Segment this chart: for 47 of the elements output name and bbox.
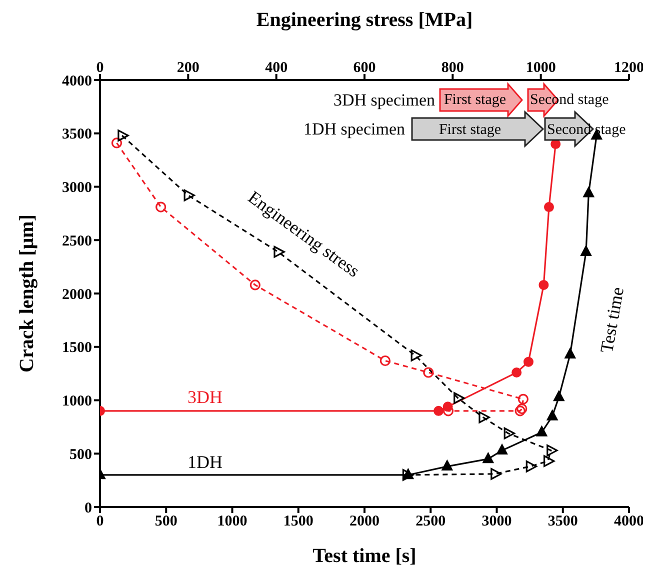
y-tick-label: 1000 [62,394,92,410]
x2-tick-label: 200 [176,60,200,76]
x2-tick-label: 600 [353,60,376,76]
point [564,348,576,358]
annotation: Test time [596,286,628,354]
point [544,202,554,212]
y-tick-label: 1500 [62,340,92,356]
x2-tick-label: 800 [441,60,464,76]
point [442,460,453,471]
x2-tick-label: 0 [96,60,104,76]
x-tick-label: 3500 [548,514,578,530]
x-tick-label: 500 [154,514,178,530]
x-axis-title: Test time [s] [312,545,416,567]
annotation: 1DH [188,452,222,472]
point [580,245,592,256]
annotation: 1DH specimen [303,120,406,138]
point [546,410,558,420]
annotation: 3DH [188,387,222,407]
x-tick-label: 0 [96,514,104,530]
point [553,390,565,402]
annotation: First stage [444,92,506,108]
y-axis-title: Crack length [μm] [16,214,38,372]
y-tick-label: 2500 [62,233,92,250]
x-tick-label: 1500 [283,514,314,530]
annotation: First stage [438,122,502,138]
y-tick-label: 500 [70,446,92,463]
y-tick-label: 3000 [62,180,92,196]
annotation: 3DH specimen [333,90,436,110]
point [583,186,594,198]
x-tick-label: 2000 [350,514,380,530]
point [538,280,549,290]
y-tick-label: 3500 [62,126,92,143]
y-tick-label: 4000 [62,73,92,90]
point [523,356,534,367]
y-tick-label: 2000 [62,286,92,303]
y-tick-label: 0 [84,500,92,516]
x2-tick-label: 400 [265,60,288,76]
point [536,426,548,436]
point [482,452,494,464]
point [434,406,444,416]
x-tick-label: 3000 [482,514,512,530]
x-tick-label: 1000 [217,514,248,530]
x2-axis-title: Engineering stress [MPa] [256,9,473,32]
x-tick-label: 2500 [416,514,446,530]
point [512,367,522,378]
point [496,444,508,455]
x2-tick-label: 1000 [526,60,556,76]
